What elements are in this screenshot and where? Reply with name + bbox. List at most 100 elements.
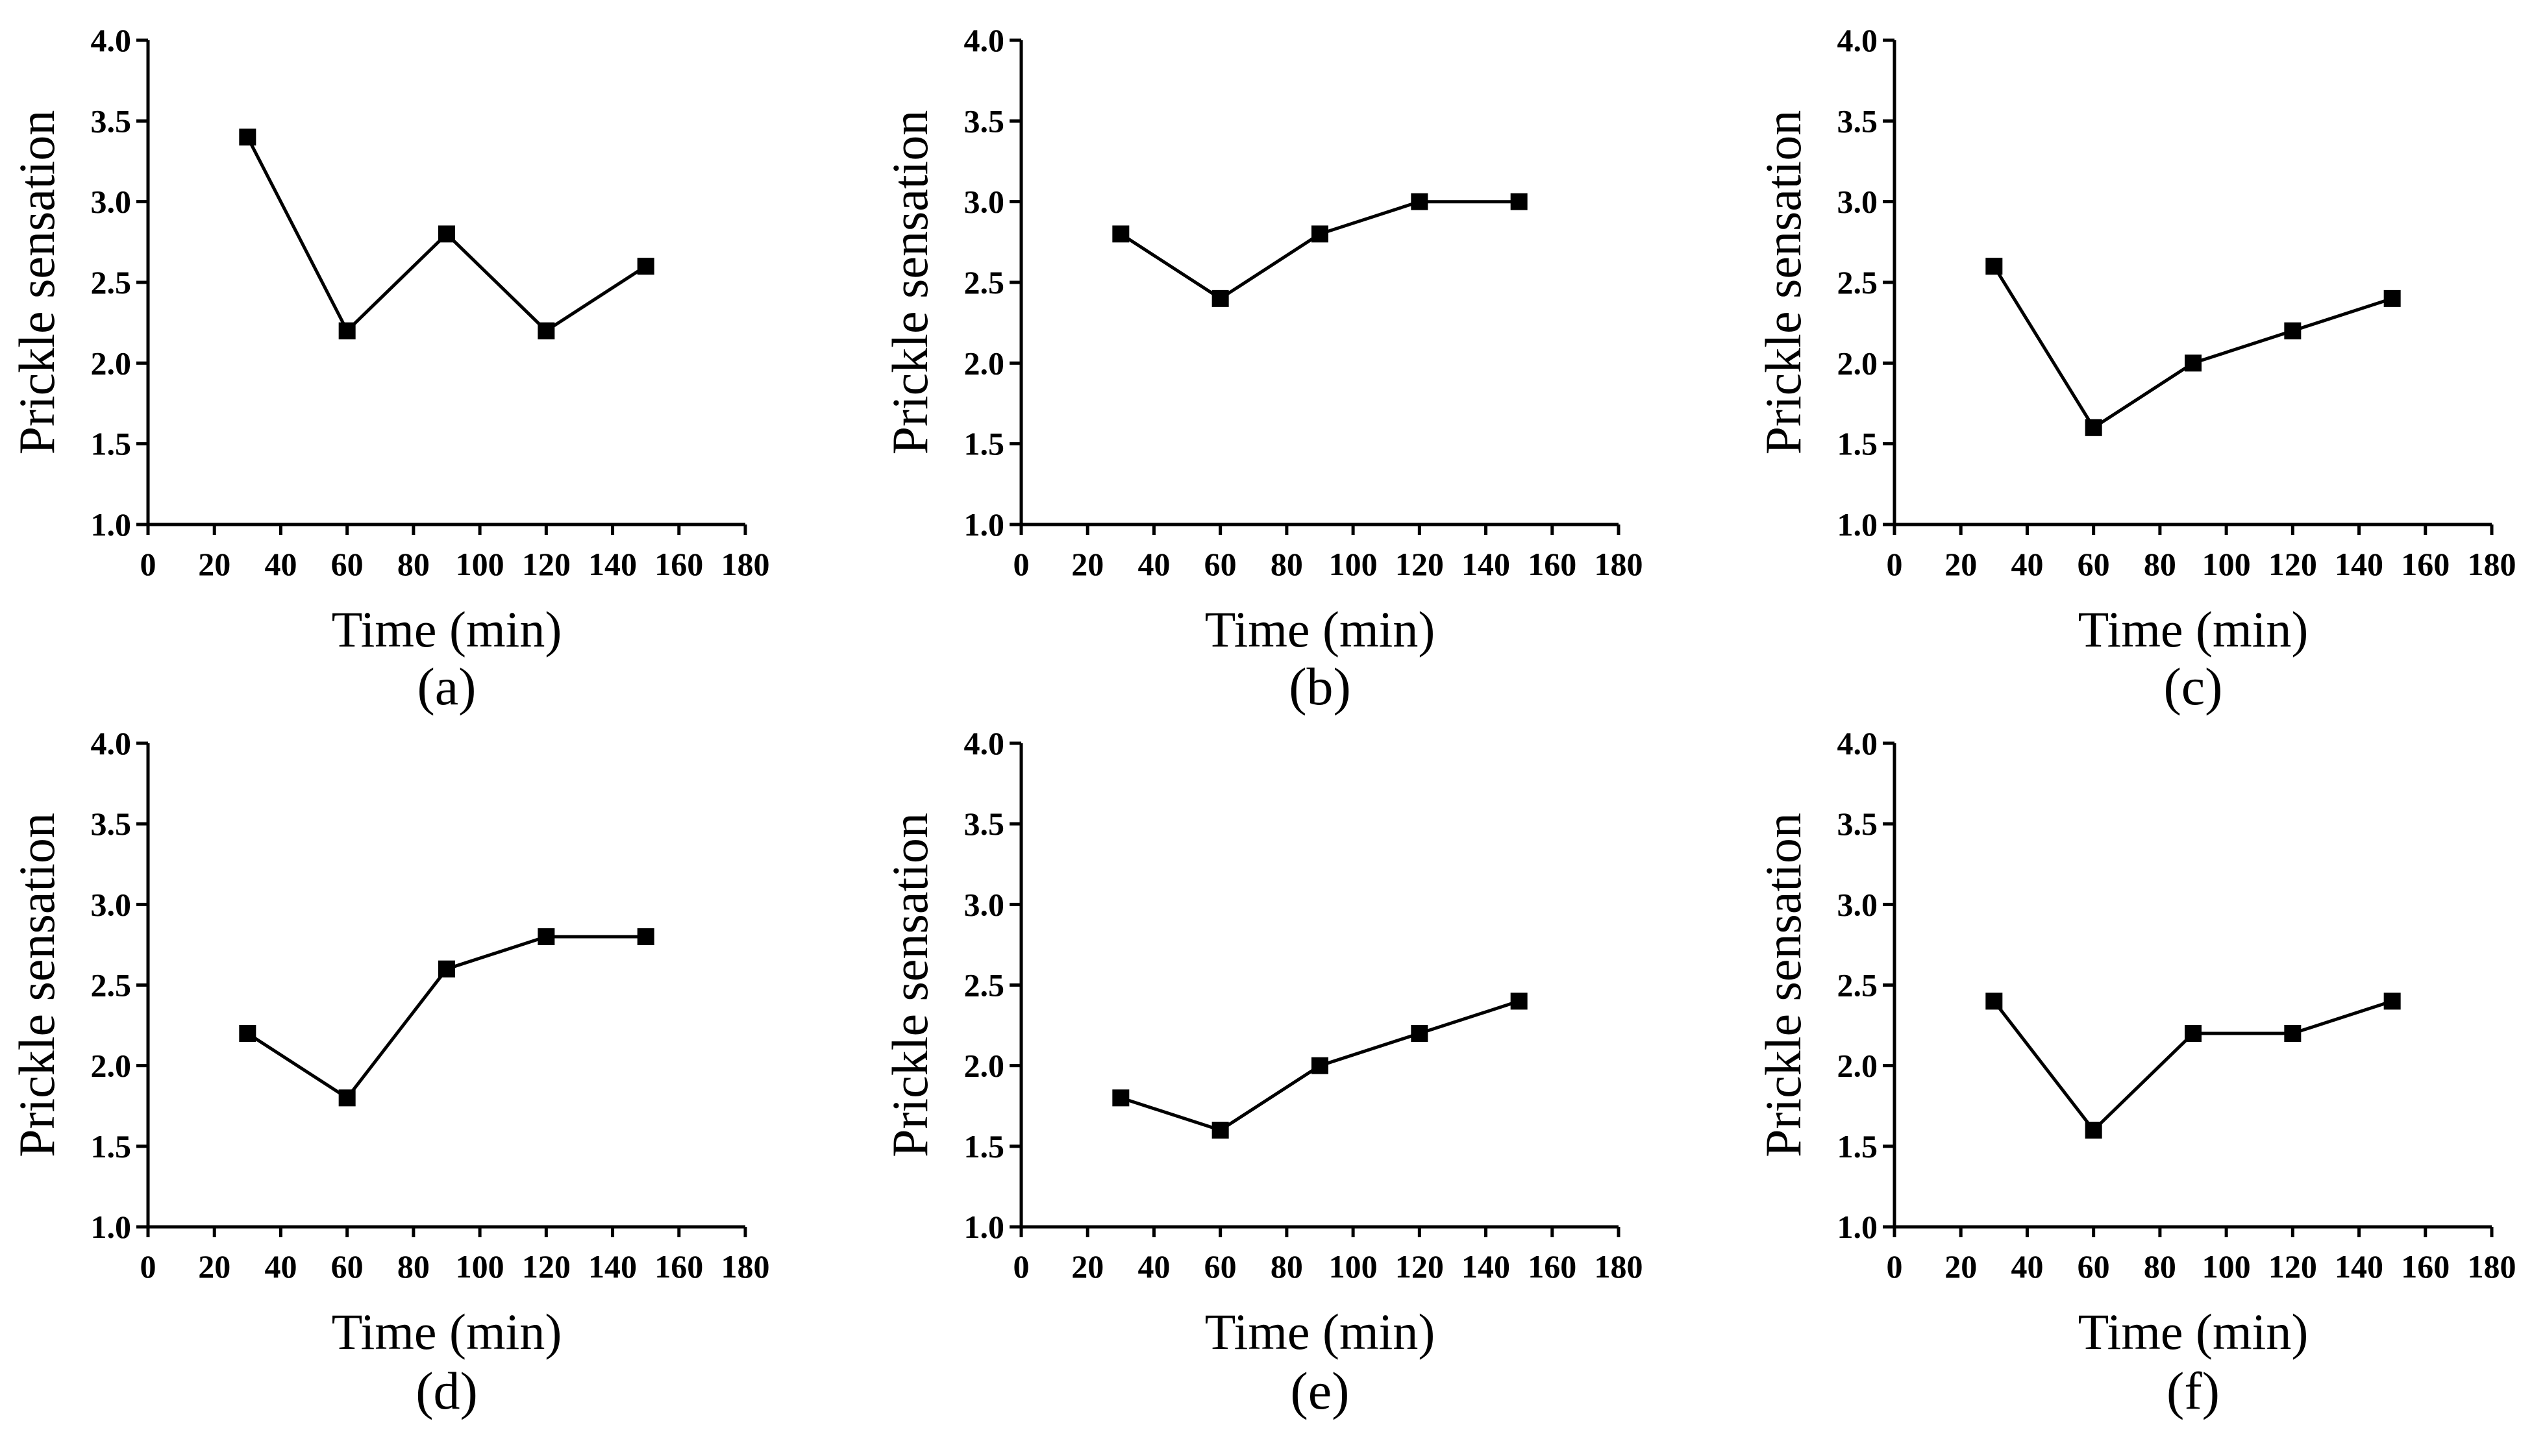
chart-3-x-tick-label: 180 (721, 1248, 770, 1285)
chart-3-point (438, 960, 455, 978)
chart-1-y-axis-title: Prickle sensation (882, 110, 938, 455)
chart-0-y-tick-label: 1.0 (91, 506, 132, 543)
chart-4-panel: 1.0 1.5 2.0 2.5 3.0 3.5 4.0 0 20 40 60 80 100 120 140 1… (882, 725, 1643, 1420)
chart-4-x-tick-label: 80 (1271, 1248, 1303, 1285)
chart-0-point (438, 225, 455, 243)
chart-5-x-tick-label: 100 (2202, 1248, 2251, 1285)
chart-4-x-tick-label: 180 (1595, 1248, 1643, 1285)
chart-1-x-tick-label: 160 (1528, 546, 1576, 582)
chart-1-x-tick-label: 100 (1329, 546, 1378, 582)
chart-5-point (2185, 1025, 2202, 1042)
chart-4-y-tick-label: 1.5 (964, 1128, 1005, 1165)
chart-5-y-tick-label: 4.0 (1837, 725, 1878, 761)
chart-3-y-tick-label: 1.0 (91, 1209, 132, 1245)
chart-5-x-tick-label: 0 (1887, 1248, 1903, 1285)
chart-5-x-tick-label: 20 (1944, 1248, 1977, 1285)
chart-2-point (2085, 419, 2102, 436)
chart-3-point (338, 1089, 356, 1107)
chart-5-y-tick-label: 2.5 (1837, 967, 1878, 1004)
chart-1-x-tick-label: 60 (1204, 546, 1237, 582)
chart-1-y-tick-label: 3.0 (964, 184, 1005, 220)
chart-2-y-tick-label: 1.5 (1837, 426, 1878, 462)
chart-4-x-tick-label: 60 (1204, 1248, 1237, 1285)
chart-5-y-axis-title: Prickle sensation (1755, 813, 1811, 1157)
chart-0-y-tick-label: 2.5 (91, 264, 132, 301)
chart-0-x-tick-label: 0 (140, 546, 156, 582)
chart-3-y-tick-label: 3.5 (91, 806, 132, 842)
chart-0-x-tick-label: 160 (654, 546, 703, 582)
chart-0-x-tick-label: 120 (522, 546, 571, 582)
chart-5-panel: 1.0 1.5 2.0 2.5 3.0 3.5 4.0 0 20 40 60 80 100 120 140 1… (1755, 725, 2516, 1420)
chart-4-y-tick-label: 3.5 (964, 806, 1005, 842)
chart-0-panel: 1.0 1.5 2.0 2.5 3.0 3.5 4.0 0 20 40 60 80 100 120 140 1… (8, 22, 770, 716)
chart-0-panel-label: (a) (417, 657, 476, 716)
chart-1-point (1311, 225, 1328, 243)
chart-1-point (1411, 193, 1428, 210)
chart-5-point (2383, 993, 2401, 1010)
chart-2-x-tick-label: 180 (2468, 546, 2516, 582)
chart-4-y-tick-label: 2.0 (964, 1048, 1005, 1084)
chart-4-x-tick-label: 160 (1528, 1248, 1576, 1285)
chart-3-y-tick-label: 1.5 (91, 1128, 132, 1165)
chart-2-y-tick-label: 1.0 (1837, 506, 1878, 543)
chart-4-y-axis-title: Prickle sensation (882, 813, 938, 1157)
chart-3-x-tick-label: 20 (198, 1248, 230, 1285)
chart-4-point (1112, 1089, 1130, 1107)
chart-1-y-tick-label: 3.5 (964, 103, 1005, 139)
chart-2-x-tick-label: 0 (1887, 546, 1903, 582)
chart-3-point (538, 928, 555, 945)
chart-3-y-tick-label: 4.0 (91, 725, 132, 761)
chart-5-x-tick-label: 40 (2011, 1248, 2043, 1285)
chart-3-y-axis-title: Prickle sensation (8, 813, 65, 1157)
chart-2-x-tick-label: 80 (2144, 546, 2176, 582)
chart-4-y-tick-label: 1.0 (964, 1209, 1005, 1245)
chart-4-x-tick-label: 140 (1461, 1248, 1510, 1285)
chart-1-point (1112, 225, 1130, 243)
chart-5-point (1985, 993, 2003, 1010)
chart-1-panel: 1.0 1.5 2.0 2.5 3.0 3.5 4.0 0 20 40 60 80 100 120 140 1… (882, 22, 1643, 716)
chart-3-y-tick-label: 3.0 (91, 886, 132, 922)
chart-1-y-tick-label: 2.0 (964, 345, 1005, 381)
chart-5-y-tick-label: 3.5 (1837, 806, 1878, 842)
chart-3-panel: 1.0 1.5 2.0 2.5 3.0 3.5 4.0 0 20 40 60 80 100 120 140 1… (8, 725, 770, 1420)
chart-0-point (239, 129, 256, 146)
chart-5-x-axis-title: Time (min) (2078, 1303, 2309, 1360)
chart-1-point (1211, 290, 1229, 307)
chart-1-x-tick-label: 40 (1137, 546, 1170, 582)
chart-4-point (1411, 1025, 1428, 1042)
chart-4-x-tick-label: 20 (1071, 1248, 1104, 1285)
chart-2-x-tick-label: 140 (2335, 546, 2383, 582)
chart-1-y-tick-label: 4.0 (964, 22, 1005, 58)
chart-4-x-tick-label: 40 (1137, 1248, 1170, 1285)
chart-0-x-tick-label: 100 (456, 546, 504, 582)
chart-1-y-tick-label: 2.5 (964, 264, 1005, 301)
chart-2-x-tick-label: 100 (2202, 546, 2251, 582)
chart-1-x-axis-title: Time (min) (1205, 601, 1435, 658)
chart-4-x-tick-label: 100 (1329, 1248, 1378, 1285)
chart-3-x-tick-label: 160 (654, 1248, 703, 1285)
chart-2-y-tick-label: 3.0 (1837, 184, 1878, 220)
chart-4-x-tick-label: 120 (1395, 1248, 1444, 1285)
chart-5-y-tick-label: 2.0 (1837, 1048, 1878, 1084)
chart-5-x-tick-label: 140 (2335, 1248, 2383, 1285)
chart-2-point (2383, 290, 2401, 307)
chart-5-x-tick-label: 180 (2468, 1248, 2516, 1285)
chart-5-series-line (1993, 999, 2393, 1133)
chart-5-x-tick-label: 60 (2078, 1248, 2110, 1285)
chart-0-x-tick-label: 20 (198, 546, 230, 582)
chart-0-y-axis-title: Prickle sensation (8, 110, 65, 455)
chart-4-panel-label: (e) (1290, 1361, 1349, 1420)
chart-2-y-axis-title: Prickle sensation (1755, 110, 1811, 455)
chart-4-point (1510, 993, 1528, 1010)
chart-2-x-tick-label: 60 (2078, 546, 2110, 582)
chart-3-x-axis-title: Time (min) (332, 1303, 562, 1360)
chart-3-x-tick-label: 60 (331, 1248, 364, 1285)
chart-5-point (2085, 1122, 2102, 1139)
chart-1-x-tick-label: 20 (1071, 546, 1104, 582)
chart-0-y-tick-label: 2.0 (91, 345, 132, 381)
chart-2-panel-label: (c) (2163, 657, 2222, 716)
chart-0-y-tick-label: 3.0 (91, 184, 132, 220)
chart-4-y-tick-label: 3.0 (964, 886, 1005, 922)
chart-2-x-tick-label: 120 (2268, 546, 2317, 582)
